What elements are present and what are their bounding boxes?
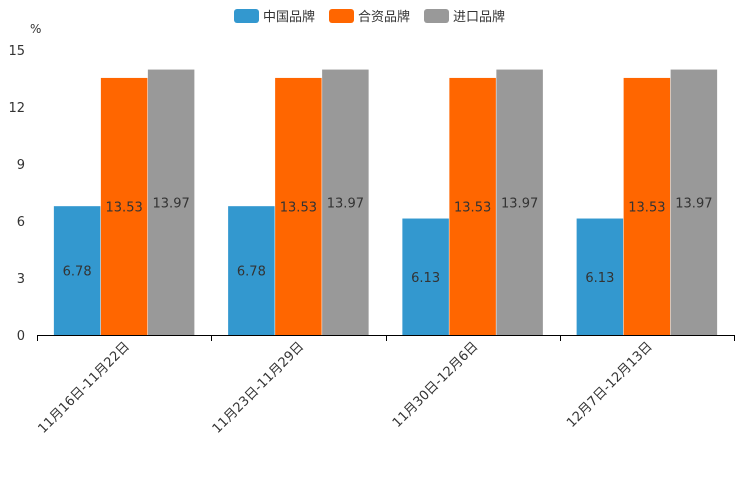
- legend-swatch-3: [424, 9, 449, 23]
- bar-2-4: [623, 77, 671, 336]
- data-label-1-3: 6.13: [411, 271, 440, 286]
- data-label-3-3: 13.97: [501, 196, 538, 211]
- data-label-1-4: 6.13: [585, 271, 614, 286]
- y-axis-unit: %: [30, 22, 41, 36]
- bar-1-3: [402, 218, 449, 335]
- bar-3-2: [322, 69, 369, 335]
- bars: 6.78 13.53 13.97 6.78 13.53 13.97 6.13 13.53 13.…: [53, 69, 718, 336]
- legend-swatch-1: [234, 9, 259, 23]
- legend-label-2: 合资品牌: [358, 9, 410, 25]
- x-category-label-4: 12月7日-12月13日: [564, 339, 656, 431]
- x-category-label-3: 11月30日-12月6日: [390, 339, 482, 431]
- bar-3-4: [670, 69, 718, 335]
- y-tick-label-2: 3: [17, 272, 25, 287]
- legend: 中国品牌 合资品牌 进口品牌: [234, 9, 505, 25]
- bar-1-1: [53, 206, 101, 335]
- data-label-3-2: 13.97: [327, 196, 364, 211]
- y-tick-label-3: 6: [17, 215, 25, 230]
- x-category-label-1: 11月16日-11月22日: [35, 339, 132, 436]
- legend-label-1: 中国品牌: [263, 9, 315, 25]
- data-label-2-2: 13.53: [280, 200, 317, 215]
- y-tick-label-5: 12: [8, 101, 25, 116]
- data-label-2-3: 13.53: [454, 200, 491, 215]
- bar-2-3: [449, 77, 496, 336]
- data-label-1-2: 6.78: [237, 265, 266, 280]
- data-label-3-1: 13.97: [153, 196, 190, 211]
- y-tick-label-4: 9: [17, 158, 25, 173]
- x-axis: 11月16日-11月22日 11月23日-11月29日 11月30日-12月6日 12…: [35, 335, 735, 437]
- legend-swatch-2: [329, 9, 354, 23]
- y-tick-label-6: 15: [8, 44, 25, 59]
- legend-label-3: 进口品牌: [453, 9, 505, 25]
- y-tick-label-1: 0: [17, 329, 25, 344]
- bar-2-1: [100, 77, 148, 336]
- bar-1-2: [228, 206, 275, 335]
- data-label-1-1: 6.78: [63, 265, 92, 280]
- bar-3-1: [147, 69, 195, 335]
- data-label-2-1: 13.53: [106, 200, 143, 215]
- data-label-2-4: 13.53: [628, 200, 665, 215]
- x-category-label-2: 11月23日-11月29日: [210, 339, 307, 436]
- y-axis: % 0 3 6 9 12 15: [8, 22, 41, 344]
- bar-3-3: [496, 69, 543, 335]
- data-label-3-4: 13.97: [675, 196, 712, 211]
- bar-1-4: [576, 218, 624, 335]
- bar-2-2: [275, 77, 322, 336]
